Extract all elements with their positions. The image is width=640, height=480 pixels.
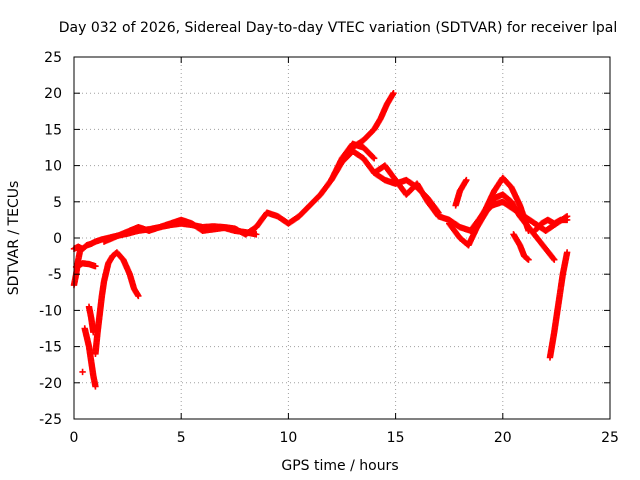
data-points [70,90,571,390]
data-point [369,154,377,161]
series-sat-i [531,216,571,234]
data-point [525,256,532,263]
data-point [563,216,571,224]
data-point [390,90,397,97]
series-sat-n [81,325,99,390]
y-tick-label: 10 [44,159,62,175]
series-sat-b [349,90,397,151]
x-tick-label: 15 [387,430,405,446]
data-point [90,328,97,336]
series-sat-o [85,303,97,336]
series-sat-j [546,249,571,361]
data-point [135,292,142,300]
data-point [463,176,470,184]
series-sat-h [510,231,532,263]
x-tick-label: 10 [279,430,297,446]
series-sat-c [328,147,442,216]
series-sat-p [79,368,86,376]
y-tick-label: -10 [39,303,62,319]
data-point [551,256,558,263]
tick-labels: 0 5 10 15 20 25 -25 -20 -15 -10 -5 0 5 10 15 20 25 [39,50,619,446]
x-tick-label: 5 [177,430,186,446]
y-tick-label: -15 [39,340,62,356]
data-point [563,249,571,256]
x-axis-label: GPS time / hours [281,458,398,474]
series-sat-f [452,176,470,209]
series-sat-q [100,216,260,245]
y-tick-label: -25 [39,412,62,428]
series-sat-l [92,249,142,358]
data-point [370,155,378,162]
y-tick-label: 15 [44,122,62,138]
y-tick-label: 20 [44,86,62,102]
data-point [525,227,532,234]
x-tick-label: 25 [601,430,619,446]
grid [74,57,610,419]
series-sat-g [473,174,532,234]
axis-ticks [73,56,611,420]
y-tick-label: 25 [44,50,62,66]
chart-title: Day 032 of 2026, Sidereal Day-to-day VTE… [59,20,617,36]
y-tick-label: -20 [39,376,62,392]
y-tick-label: 0 [53,231,62,247]
x-tick-label: 20 [494,430,512,446]
data-point [92,383,99,390]
data-point [79,368,86,376]
data-point [253,231,260,238]
y-tick-label: -5 [48,267,62,283]
data-point [77,245,84,253]
y-axis-label: SDTVAR / TECUs [6,181,22,296]
data-point [550,255,557,262]
y-tick-label: 5 [53,195,62,211]
x-tick-label: 0 [70,430,79,446]
data-point [92,263,99,270]
